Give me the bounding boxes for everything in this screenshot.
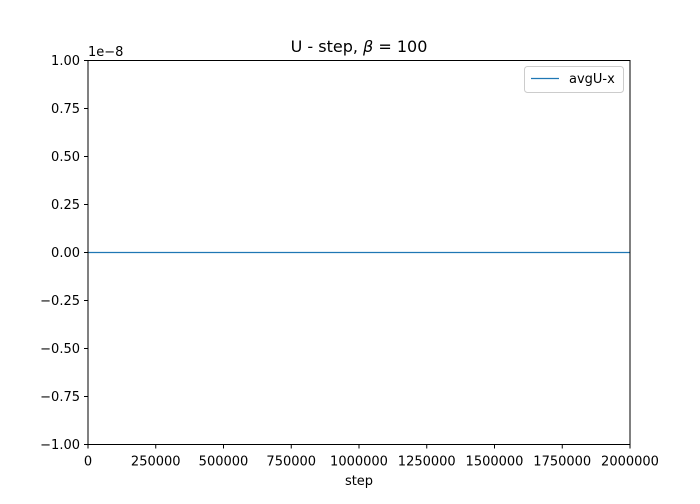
- x-axis-label: step: [345, 474, 373, 489]
- legend-label-avgU-x: avgU-x: [569, 72, 615, 87]
- y-tick-label: 1.00: [51, 54, 80, 69]
- y-tick-label: 0.25: [51, 198, 80, 213]
- y-tick-label: −1.00: [40, 438, 80, 453]
- y-tick-label: −0.50: [40, 342, 80, 357]
- y-tick-label: −0.75: [40, 390, 80, 405]
- y-tick-label: 0.00: [51, 246, 80, 261]
- x-tick-label: 2000000: [601, 455, 659, 470]
- x-tick-label: 750000: [266, 455, 316, 470]
- x-axis-ticks: 0 250000 500000 750000 1000000 1250000 1500000…: [84, 444, 659, 470]
- y-tick-label: 0.50: [51, 150, 80, 165]
- y-offset-label: 1e−8: [88, 45, 123, 60]
- x-tick-label: 1500000: [466, 455, 524, 470]
- y-tick-label: −0.25: [40, 294, 80, 309]
- x-tick-label: 0: [84, 455, 92, 470]
- y-axis-ticks: 1.00 0.75 0.50 0.25 0.00 −0.25 −0.50 −0.75 −1.00: [40, 54, 88, 453]
- y-tick-label: 0.75: [51, 102, 80, 117]
- x-tick-label: 1250000: [398, 455, 456, 470]
- x-tick-label: 1750000: [533, 455, 591, 470]
- chart-title: U - step, β = 100: [291, 37, 428, 56]
- x-tick-label: 250000: [131, 455, 181, 470]
- x-tick-label: 500000: [199, 455, 249, 470]
- legend-box: [524, 66, 624, 93]
- plot-frame: [87, 60, 631, 445]
- x-tick-label: 1000000: [330, 455, 388, 470]
- legend: avgU-x: [524, 66, 624, 93]
